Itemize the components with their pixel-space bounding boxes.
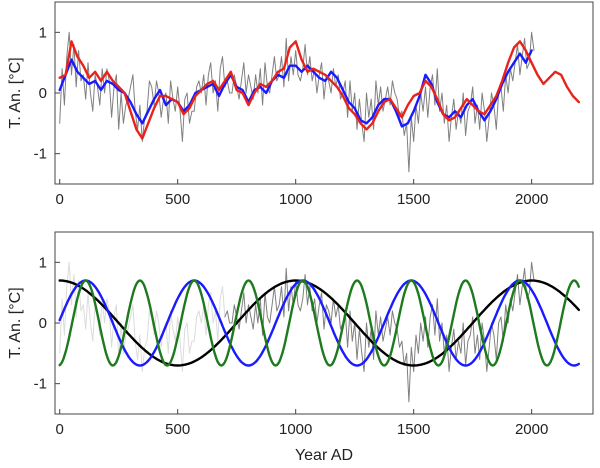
x-tick-label: 1500: [397, 421, 430, 438]
x-tick-label: 500: [165, 191, 190, 208]
y-tick-label: 1: [39, 24, 47, 41]
x-tick-label: 2000: [515, 191, 548, 208]
y-tick-label: 1: [39, 254, 47, 271]
x-tick-label: 0: [56, 421, 64, 438]
series-line-bottom-2: [58, 279, 580, 367]
series-line-top-2: [58, 40, 580, 140]
x-tick-label: 1000: [279, 421, 312, 438]
y-axis-title-top: T. An. [°C]: [7, 57, 24, 128]
series-line-bottom-1: [224, 261, 535, 403]
series-line-bottom-4: [58, 279, 580, 367]
series-line-top-1: [58, 49, 533, 128]
x-ticks-top: 0 500 1000 1500 2000: [56, 179, 548, 208]
y-tick-label: 0: [39, 85, 47, 102]
x-tick-label: 1000: [279, 191, 312, 208]
x-tick-label: 0: [56, 191, 64, 208]
x-tick-label: 500: [165, 421, 190, 438]
series-group-bottom: [58, 261, 580, 403]
y-axis-title-bottom: T. An. [°C]: [7, 287, 24, 358]
series-line-bottom-0: [59, 261, 226, 372]
y-tick-label: -1: [34, 146, 47, 163]
y-tick-label: 0: [39, 315, 47, 332]
x-tick-label: 2000: [515, 421, 548, 438]
panel-top: 0 500 1000 1500 2000 -1 0 1 T. An. [°C]: [7, 1, 594, 208]
x-axis-title: Year AD: [295, 447, 353, 464]
y-tick-label: -1: [34, 376, 47, 393]
panel-bottom: 0 500 1000 1500 2000 -1 0 1 T. An. [°C] Year A…: [7, 231, 594, 464]
y-ticks-top: -1 0 1: [34, 24, 60, 163]
y-ticks-bottom: -1 0 1: [34, 254, 60, 393]
series-group-top: [58, 31, 580, 173]
x-tick-label: 1500: [397, 191, 430, 208]
series-line-bottom-3: [58, 279, 580, 367]
x-ticks-bottom: 0 500 1000 1500 2000: [56, 409, 548, 438]
